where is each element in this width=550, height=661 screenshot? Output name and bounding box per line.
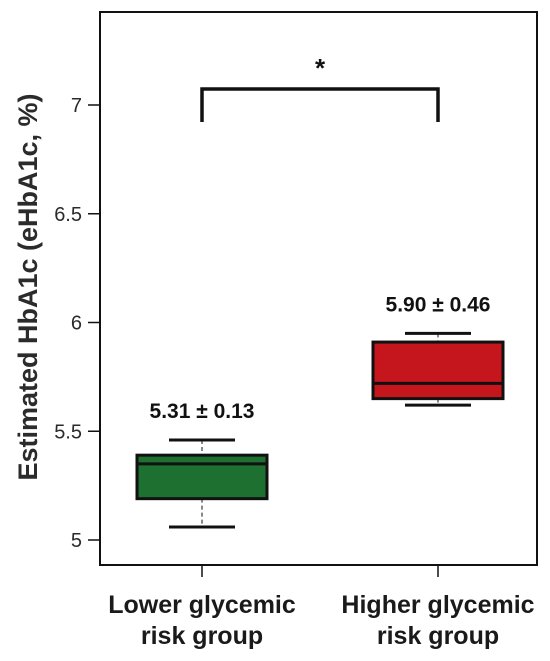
significance-marker: * (315, 53, 326, 83)
x-category-label-line1: Lower glycemic (108, 591, 296, 619)
y-axis: 5 5.5 6 6.5 7 (54, 95, 101, 552)
y-tick-label: 7 (71, 95, 82, 117)
iqr-box (371, 340, 505, 401)
significance-bracket (200, 87, 440, 122)
y-tick-label: 5.5 (54, 421, 82, 443)
x-category-label-line2: risk group (377, 622, 499, 650)
y-tick-label: 6.5 (54, 204, 82, 226)
y-axis-label: Estimated HbA1c (eHbA1c, %) (13, 93, 43, 480)
x-category-label-line1: Higher glycemic (341, 591, 534, 619)
iqr-box (135, 453, 269, 501)
box-group-0: 5.31 ± 0.13 (135, 400, 269, 529)
x-category-label-line2: risk group (141, 622, 263, 650)
mean-sd-label: 5.31 ± 0.13 (150, 400, 255, 423)
mean-sd-label: 5.90 ± 0.46 (386, 293, 491, 316)
box-group-1: 5.90 ± 0.46 (371, 293, 505, 407)
y-tick-label: 5 (71, 530, 82, 552)
y-tick-label: 6 (71, 313, 82, 335)
